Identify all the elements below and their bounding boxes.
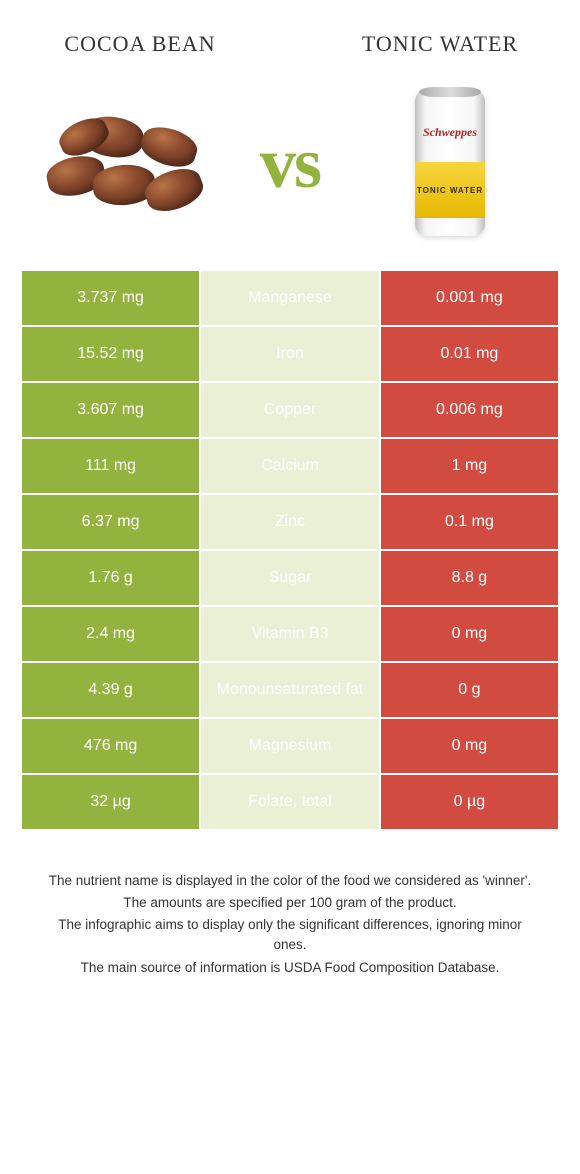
right-value: 0.1 mg: [380, 494, 559, 550]
right-value: 8.8 g: [380, 550, 559, 606]
footnote-line: The main source of information is USDA F…: [40, 958, 540, 978]
comparison-table: 3.737 mgManganese0.001 mg15.52 mgIron0.0…: [20, 269, 560, 831]
left-value: 476 mg: [21, 718, 200, 774]
left-value: 3.607 mg: [21, 382, 200, 438]
right-value: 0 µg: [380, 774, 559, 830]
titles-row: Cocoa bean Tonic water: [0, 0, 580, 69]
left-value: 15.52 mg: [21, 326, 200, 382]
footnotes: The nutrient name is displayed in the co…: [40, 871, 540, 978]
left-value: 2.4 mg: [21, 606, 200, 662]
footnote-line: The infographic aims to display only the…: [40, 915, 540, 956]
left-title: Cocoa bean: [40, 30, 240, 59]
left-value: 32 µg: [21, 774, 200, 830]
table-row: 111 mgCalcium1 mg: [21, 438, 559, 494]
table-row: 476 mgMagnesium0 mg: [21, 718, 559, 774]
table-row: 3.737 mgManganese0.001 mg: [21, 270, 559, 326]
hero-row: vs Schweppes TONIC WATER: [0, 69, 580, 269]
right-value: 0 mg: [380, 606, 559, 662]
footnote-line: The nutrient name is displayed in the co…: [40, 871, 540, 891]
table-row: 3.607 mgCopper0.006 mg: [21, 382, 559, 438]
nutrient-name: Zinc: [200, 494, 380, 550]
table-row: 32 µgFolate, total0 µg: [21, 774, 559, 830]
nutrient-name: Copper: [200, 382, 380, 438]
left-value: 6.37 mg: [21, 494, 200, 550]
right-title: Tonic water: [340, 30, 540, 59]
nutrient-name: Magnesium: [200, 718, 380, 774]
nutrient-name: Vitamin B3: [200, 606, 380, 662]
table-row: 4.39 gMonounsaturated fat0 g: [21, 662, 559, 718]
nutrient-name: Calcium: [200, 438, 380, 494]
nutrient-name: Sugar: [200, 550, 380, 606]
tonic-water-image: Schweppes TONIC WATER: [360, 89, 540, 239]
left-value: 4.39 g: [21, 662, 200, 718]
left-value: 1.76 g: [21, 550, 200, 606]
can-product-label: TONIC WATER: [417, 186, 483, 195]
can-brand: Schweppes: [423, 125, 477, 140]
footnote-line: The amounts are specified per 100 gram o…: [40, 893, 540, 913]
left-value: 3.737 mg: [21, 270, 200, 326]
can-icon: Schweppes TONIC WATER: [415, 91, 485, 236]
right-value: 0 g: [380, 662, 559, 718]
table-row: 2.4 mgVitamin B30 mg: [21, 606, 559, 662]
nutrient-name: Iron: [200, 326, 380, 382]
vs-label: vs: [260, 122, 320, 205]
table-row: 1.76 gSugar8.8 g: [21, 550, 559, 606]
right-value: 0 mg: [380, 718, 559, 774]
table-row: 6.37 mgZinc0.1 mg: [21, 494, 559, 550]
nutrient-name: Manganese: [200, 270, 380, 326]
table-row: 15.52 mgIron0.01 mg: [21, 326, 559, 382]
left-value: 111 mg: [21, 438, 200, 494]
nutrient-name: Monounsaturated fat: [200, 662, 380, 718]
right-value: 0.001 mg: [380, 270, 559, 326]
cocoa-bean-image: [40, 89, 220, 239]
right-value: 0.01 mg: [380, 326, 559, 382]
right-value: 1 mg: [380, 438, 559, 494]
right-value: 0.006 mg: [380, 382, 559, 438]
nutrient-name: Folate, total: [200, 774, 380, 830]
